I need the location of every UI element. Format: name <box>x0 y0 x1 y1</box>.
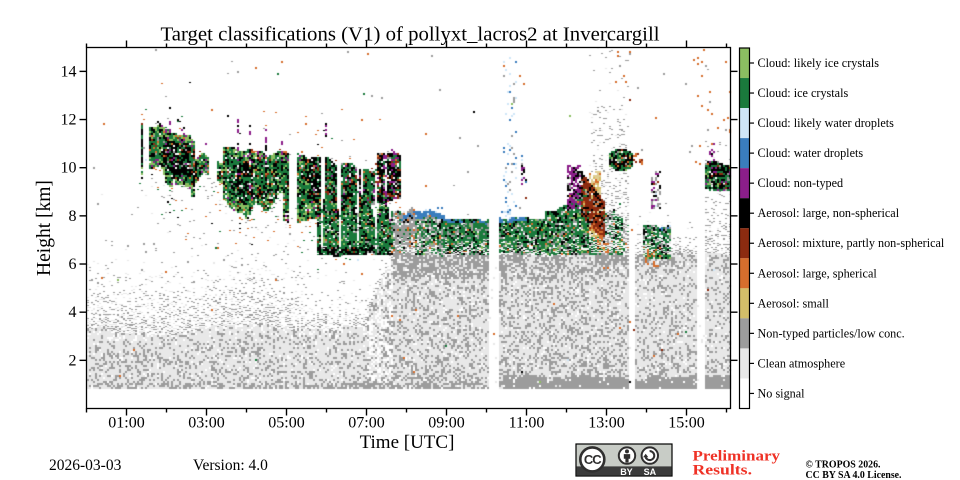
svg-text:2026-03-03: 2026-03-03 <box>49 457 122 474</box>
svg-text:6: 6 <box>69 256 77 273</box>
svg-text:13:00: 13:00 <box>588 415 624 432</box>
svg-text:01:00: 01:00 <box>108 415 144 432</box>
svg-text:07:00: 07:00 <box>348 415 384 432</box>
svg-text:Cloud: ice crystals: Cloud: ice crystals <box>758 86 849 100</box>
svg-text:11:00: 11:00 <box>509 415 545 432</box>
svg-text:CC: CC <box>584 452 602 467</box>
svg-text:Height [km]: Height [km] <box>34 180 55 276</box>
svg-text:10: 10 <box>61 160 77 177</box>
svg-text:09:00: 09:00 <box>428 415 464 432</box>
svg-text:Cloud: likely water droplets: Cloud: likely water droplets <box>758 116 895 130</box>
svg-text:Aerosol: mixture, partly non-s: Aerosol: mixture, partly non-spherical <box>758 236 945 250</box>
svg-text:Cloud: water droplets: Cloud: water droplets <box>758 146 864 160</box>
svg-text:4: 4 <box>69 304 77 321</box>
svg-text:CC BY SA 4.0 License.: CC BY SA 4.0 License. <box>806 470 902 480</box>
svg-text:2: 2 <box>69 352 77 369</box>
svg-text:15:00: 15:00 <box>668 415 704 432</box>
svg-text:Non-typed particles/low conc.: Non-typed particles/low conc. <box>758 326 905 340</box>
svg-text:Target classifications (V1) of: Target classifications (V1) of pollyxt_l… <box>161 24 660 46</box>
svg-text:Results.: Results. <box>693 462 753 478</box>
svg-text:SA: SA <box>644 467 657 477</box>
svg-text:BY: BY <box>620 467 633 477</box>
svg-text:14: 14 <box>61 63 77 80</box>
svg-text:© TROPOS 2026.: © TROPOS 2026. <box>806 460 881 471</box>
svg-text:12: 12 <box>61 112 77 129</box>
svg-text:Version: 4.0: Version: 4.0 <box>193 457 268 474</box>
svg-text:No signal: No signal <box>758 386 806 400</box>
svg-text:Cloud: likely ice crystals: Cloud: likely ice crystals <box>758 56 880 70</box>
svg-text:Clean atmosphere: Clean atmosphere <box>758 356 846 370</box>
svg-text:Aerosol: small: Aerosol: small <box>758 296 830 310</box>
svg-text:Aerosol: large, spherical: Aerosol: large, spherical <box>758 266 878 280</box>
svg-text:Time [UTC]: Time [UTC] <box>360 432 455 453</box>
svg-text:8: 8 <box>69 208 77 225</box>
svg-text:Preliminary: Preliminary <box>693 449 781 465</box>
svg-text:05:00: 05:00 <box>268 415 304 432</box>
svg-text:Cloud: non-typed: Cloud: non-typed <box>758 176 844 190</box>
svg-text:Aerosol: large, non-spherical: Aerosol: large, non-spherical <box>758 206 900 220</box>
svg-text:03:00: 03:00 <box>188 415 224 432</box>
